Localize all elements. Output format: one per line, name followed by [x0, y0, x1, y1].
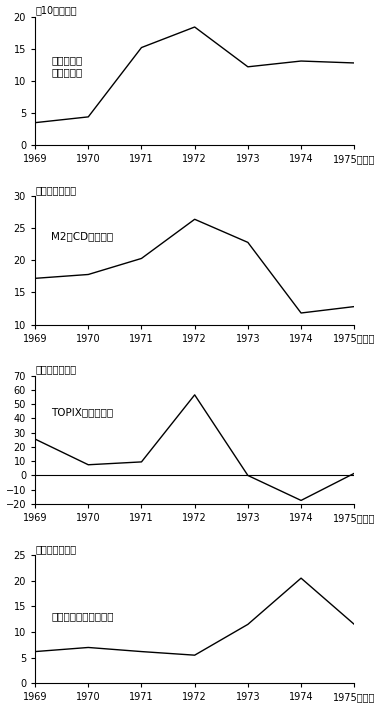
- Text: （前年比，％）: （前年比，％）: [35, 185, 76, 195]
- Text: 外貨準備高
（年末値）: 外貨準備高 （年末値）: [51, 55, 82, 77]
- Text: 消費者物価（年平均）: 消費者物価（年平均）: [51, 612, 114, 622]
- Text: M2＋CD（平残）: M2＋CD（平残）: [51, 232, 113, 241]
- Text: TOPIX（年平均）: TOPIX（年平均）: [51, 407, 113, 417]
- Text: （10億ドル）: （10億ドル）: [35, 6, 77, 16]
- Text: （前年比，％）: （前年比，％）: [35, 365, 76, 375]
- Text: （前年比，％）: （前年比，％）: [35, 544, 76, 554]
